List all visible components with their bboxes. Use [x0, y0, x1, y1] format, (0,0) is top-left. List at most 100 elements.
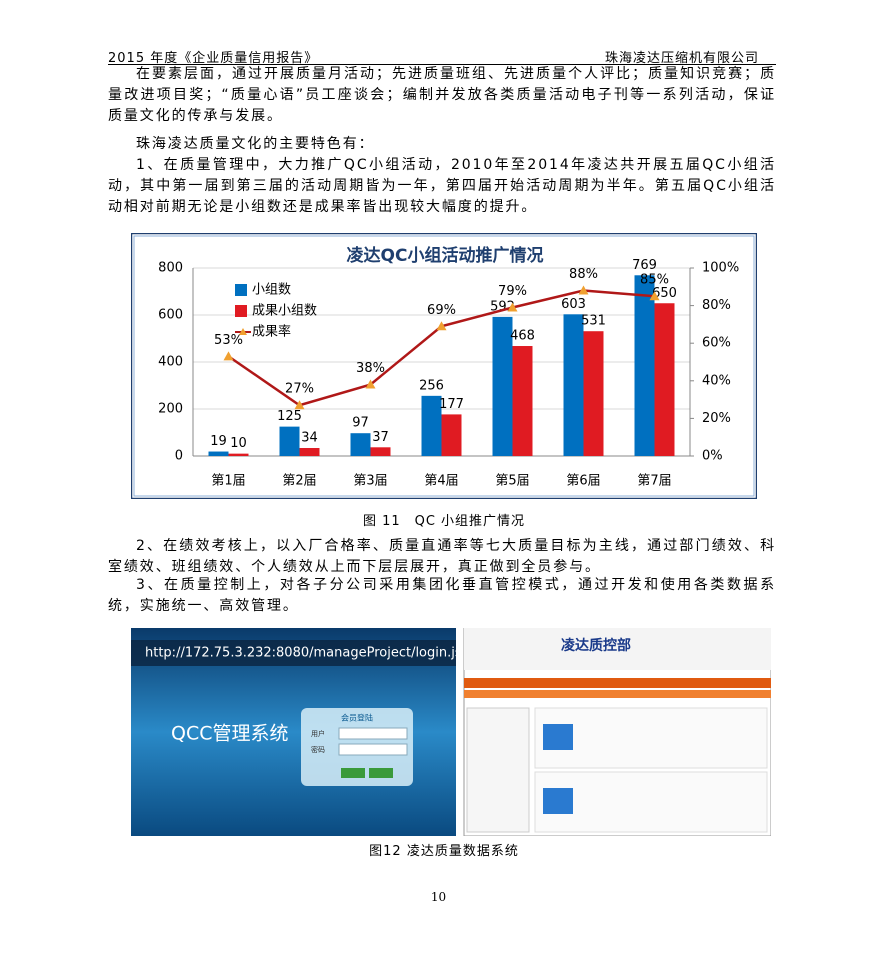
marker [649, 291, 660, 301]
bar [654, 303, 675, 456]
web-sidebar [466, 707, 530, 833]
header-rule [108, 64, 776, 65]
bar [583, 331, 604, 456]
bar [492, 316, 513, 456]
url-bar [131, 640, 456, 666]
bar [441, 414, 462, 456]
y2-tick-label: 60% [702, 336, 731, 351]
web-subnav [464, 690, 771, 698]
bar [228, 453, 249, 456]
x-tick-label: 第4届 [424, 474, 458, 489]
paragraph: 1、在质量管理中，大力推广QC小组活动，2010年至2014年凌达共开展五届QC… [108, 157, 776, 215]
legend-swatch [235, 305, 247, 317]
marker [578, 285, 589, 295]
password-label: 密码 [311, 745, 325, 754]
web-icon [543, 724, 573, 750]
y2-tick-label: 0% [702, 449, 723, 464]
marker [365, 379, 376, 389]
data-label: 650 [652, 286, 677, 301]
screenshot-figure: http://172.75.3.232:8080/manageProject/l… [131, 628, 771, 836]
x-tick-label: 第5届 [495, 474, 529, 489]
reset-button[interactable] [369, 768, 393, 778]
marker [223, 351, 234, 361]
bar [350, 433, 371, 456]
paragraph: 在要素层面，通过开展质量月活动；先进质量班组、先进质量个人评比；质量知识竞赛；质… [108, 66, 776, 124]
data-label: 79% [498, 284, 527, 299]
paragraph: 珠海凌达质量文化的主要特色有： [136, 136, 375, 152]
marker [294, 400, 305, 410]
bar [563, 314, 584, 456]
x-tick-label: 第1届 [211, 474, 245, 489]
legend-label: 小组数 [252, 283, 291, 298]
y2-tick-label: 100% [702, 261, 739, 276]
web-panel [534, 707, 768, 769]
data-label: 85% [640, 273, 669, 288]
login-button[interactable] [341, 768, 365, 778]
data-label: 38% [356, 361, 385, 376]
x-tick-label: 第6届 [566, 474, 600, 489]
y2-tick-label: 40% [702, 373, 731, 388]
paragraph: 3、在质量控制上，对各子分公司采用集团化垂直管控模式，通过开发和使用各类数据系统… [108, 577, 776, 614]
y-tick-label: 200 [158, 402, 183, 417]
legend-swatch [235, 284, 247, 296]
y-tick-label: 800 [158, 261, 183, 276]
web-nav [464, 678, 771, 688]
data-label: 27% [285, 382, 314, 397]
site-title: 凌达质控部 [561, 637, 631, 654]
user-label: 用户 [311, 729, 325, 738]
x-tick-label: 第3届 [353, 474, 387, 489]
web-icon [543, 788, 573, 814]
data-label: 37 [372, 430, 389, 445]
bar [370, 447, 391, 456]
paragraph: 2、在绩效考核上，以入厂合格率、质量直通率等七大质量目标为主线，通过部门绩效、科… [108, 538, 776, 575]
legend-marker [239, 328, 247, 335]
header-right: 珠海凌达压缩机有限公司 [604, 51, 759, 66]
y-tick-label: 400 [158, 355, 183, 370]
data-label: 769 [632, 258, 657, 273]
bar [279, 426, 300, 456]
bar [512, 346, 533, 456]
x-tick-label: 第2届 [282, 474, 316, 489]
legend-label: 成果率 [252, 324, 291, 340]
bar [421, 395, 442, 456]
password-input[interactable] [338, 743, 408, 756]
data-label: 69% [427, 303, 456, 318]
bar [634, 275, 655, 456]
y2-tick-label: 80% [702, 298, 731, 313]
system-name: QCC管理系统 [171, 723, 289, 745]
login-title: 会员登陆 [341, 713, 373, 723]
chart-inner-frame [133, 235, 755, 497]
y-tick-label: 600 [158, 308, 183, 323]
data-label: 19 [210, 434, 227, 449]
figure-caption: 图12 凌达质量数据系统 [369, 844, 519, 859]
page-number: 10 [430, 890, 447, 904]
web-header [464, 628, 771, 670]
header-left: 2015 年度《企业质量信用报告》 [108, 51, 319, 66]
x-tick-label: 第7届 [637, 474, 671, 489]
marker [507, 302, 518, 312]
user-input[interactable] [338, 727, 408, 740]
marker [436, 321, 447, 331]
data-label: 88% [569, 267, 598, 282]
data-label: 531 [581, 314, 606, 329]
chart-title: 凌达QC小组活动推广情况 [347, 245, 544, 266]
figure-caption: 图 11 QC 小组推广情况 [362, 514, 526, 529]
bar [299, 448, 320, 456]
chart: 凌达QC小组活动推广情况 0 200 400 600 800 0% 20% 40% 60% 80%… [131, 233, 757, 499]
web-panel [534, 771, 768, 833]
data-label: 34 [301, 431, 318, 446]
bar [208, 451, 229, 456]
data-label: 125 [277, 409, 302, 424]
data-label: 177 [439, 397, 464, 412]
url-text: http://172.75.3.232:8080/manageProject/l… [145, 646, 470, 661]
data-label: 256 [419, 378, 444, 393]
data-label: 468 [510, 329, 535, 344]
legend-label: 成果小组数 [252, 304, 317, 319]
data-label: 53% [214, 333, 243, 348]
data-label: 97 [352, 416, 369, 431]
data-label: 10 [230, 436, 247, 451]
y2-tick-label: 20% [702, 411, 731, 426]
y-tick-label: 0 [175, 449, 183, 464]
data-label: 603 [561, 297, 586, 312]
